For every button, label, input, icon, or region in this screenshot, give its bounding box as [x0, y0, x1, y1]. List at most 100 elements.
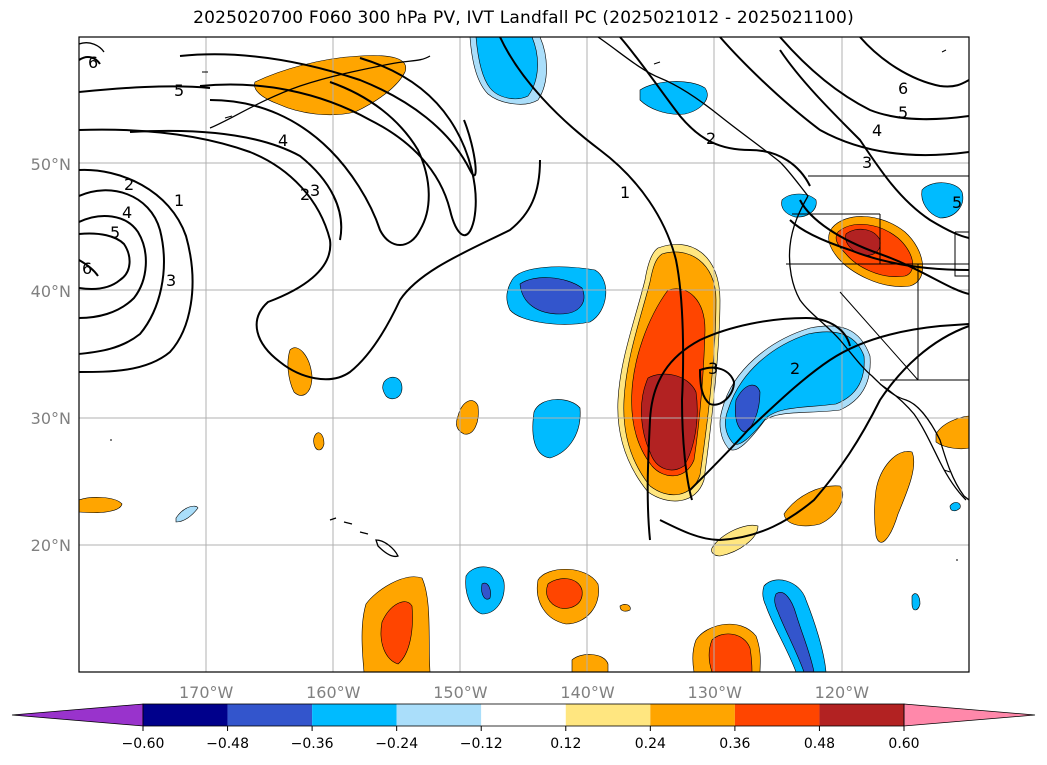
contour-ne-3 — [779, 49, 969, 239]
state-borders — [786, 175, 969, 381]
anomaly-negative-c — [175, 505, 199, 523]
contour-main-2 — [659, 325, 969, 542]
map-title: 2025020700 F060 300 hPa PV, IVT Landfall… — [193, 8, 854, 28]
colorbar-segment — [650, 704, 735, 726]
colorbar-outline — [142, 703, 905, 727]
lat-tick-label: 40°N — [31, 282, 71, 301]
lon-tick-label: 150°W — [433, 683, 488, 702]
alaska-coast — [79, 37, 809, 197]
contour-ne-6 — [859, 37, 969, 88]
contour-label: 2 — [300, 185, 310, 204]
anomaly-negative-f-core — [481, 582, 491, 600]
anomaly-positive-m-core — [708, 633, 753, 672]
contour-ne-5 — [779, 37, 969, 121]
contour-arc-3 — [209, 81, 430, 246]
colorbar-segment — [734, 704, 820, 726]
anomaly-negative-d — [949, 502, 961, 512]
map-frame — [78, 36, 970, 673]
colorbar-tick-label: −0.48 — [206, 736, 249, 752]
lon-tick-label: 120°W — [815, 683, 870, 702]
contour-ne-3b — [789, 219, 969, 271]
contour-main-3 — [646, 316, 851, 541]
anomaly-positive-k — [619, 604, 631, 612]
contour-label: 5 — [898, 103, 908, 122]
colorbar-tick-label: −0.60 — [122, 736, 165, 752]
contour-label: 6 — [898, 79, 908, 98]
contour-labels: 6 5 4 3 2 1 2 4 5 6 3 1 3 2 2 6 5 4 3 5 — [82, 53, 962, 378]
contour-west-4 — [79, 215, 147, 319]
lon-tick-label: 160°W — [306, 683, 361, 702]
lon-tick-label: 170°W — [179, 683, 234, 702]
contour-label: 6 — [88, 53, 98, 72]
contour-label: 4 — [872, 121, 882, 140]
colorbar-segment — [227, 704, 313, 726]
contour-west-2 — [79, 168, 194, 373]
contour-inner-2b — [689, 323, 969, 491]
contour-label: 2 — [790, 359, 800, 378]
colorbar-tick-label: −0.36 — [291, 736, 334, 752]
anomaly-positive-f — [711, 524, 759, 557]
contour-arc-1 — [79, 128, 541, 381]
anomaly-negative-midpac-core — [519, 277, 585, 315]
lat-tick-label: 20°N — [31, 536, 71, 555]
contour-label: 1 — [174, 191, 184, 210]
contour-inner-3 — [698, 366, 736, 406]
lon-tick-label: 130°W — [688, 683, 743, 702]
baja-coast — [879, 383, 967, 501]
anomaly-positive-l — [571, 654, 609, 672]
anomaly-negative-gulf-core — [475, 37, 538, 100]
contour-arc-2 — [129, 129, 343, 241]
anomaly-negative-e — [911, 593, 921, 611]
anomaly-positive-i-core — [380, 601, 413, 665]
anomaly-negative-idaho — [921, 182, 964, 219]
lon-axis: 170°W 160°W 150°W 140°W 130°W 120°W — [179, 683, 869, 702]
contour-label: 5 — [110, 223, 120, 242]
contour-west-6 — [79, 56, 101, 277]
na-west-coast — [788, 195, 969, 501]
contour-label: 1 — [620, 183, 630, 202]
contour-label: 4 — [278, 131, 288, 150]
anomaly-negative-g-core — [774, 592, 815, 672]
pv-contours — [79, 37, 969, 542]
anomaly-positive-c — [313, 432, 325, 451]
colorbar-tick-label: 0.48 — [804, 736, 835, 752]
contour-arc-4 — [199, 57, 477, 237]
contour-label: 3 — [310, 181, 320, 200]
colorbar-tick-label: 0.36 — [719, 736, 750, 752]
colorbar-tick-label: 0.60 — [888, 736, 919, 752]
contour-west-5 — [79, 85, 211, 290]
contour-ne-4 — [719, 37, 969, 157]
anomaly-negative-a — [382, 376, 403, 400]
colorbar-segment — [312, 704, 397, 726]
coastlines — [79, 37, 969, 561]
lon-tick-label: 140°W — [560, 683, 615, 702]
colorbar-segment — [481, 704, 566, 726]
contour-label: 5 — [174, 81, 184, 100]
lat-axis: 50°N 40°N 30°N 20°N — [31, 155, 71, 555]
colorbar-segment — [143, 704, 228, 726]
contour-label: 3 — [862, 153, 872, 172]
contour-label: 6 — [82, 259, 92, 278]
lat-tick-label: 30°N — [31, 409, 71, 428]
map-layers: 6 5 4 3 2 1 2 4 5 6 3 1 3 2 2 6 5 4 3 5 — [79, 37, 969, 672]
anomaly-positive-j-core — [546, 578, 583, 609]
colorbar-tick-label: −0.12 — [460, 736, 503, 752]
anomaly-negative-b — [532, 399, 581, 459]
colorbar-tick-label: −0.24 — [375, 736, 418, 752]
lat-tick-label: 50°N — [31, 155, 71, 174]
colorbar-tick-label: 0.12 — [550, 736, 581, 752]
contour-label: 2 — [124, 175, 134, 194]
contour-bc-2 — [619, 37, 811, 187]
gridlines — [79, 37, 969, 672]
contour-label: 5 — [952, 193, 962, 212]
contour-ne-2 — [799, 199, 969, 295]
anomaly-positive-a — [287, 347, 313, 396]
contour-main-1 — [499, 37, 693, 501]
contour-label: 3 — [166, 271, 176, 290]
hawaii — [329, 517, 399, 558]
contour-label: 3 — [708, 359, 718, 378]
colorbar: −0.60 −0.48 −0.36 −0.24 −0.12 0.12 0.24 0.36 0.4… — [11, 703, 1036, 752]
anomaly-negative-offca-deep — [734, 384, 761, 433]
colorbar-extend-min — [11, 703, 144, 727]
anomaly-positive-b — [456, 400, 479, 435]
